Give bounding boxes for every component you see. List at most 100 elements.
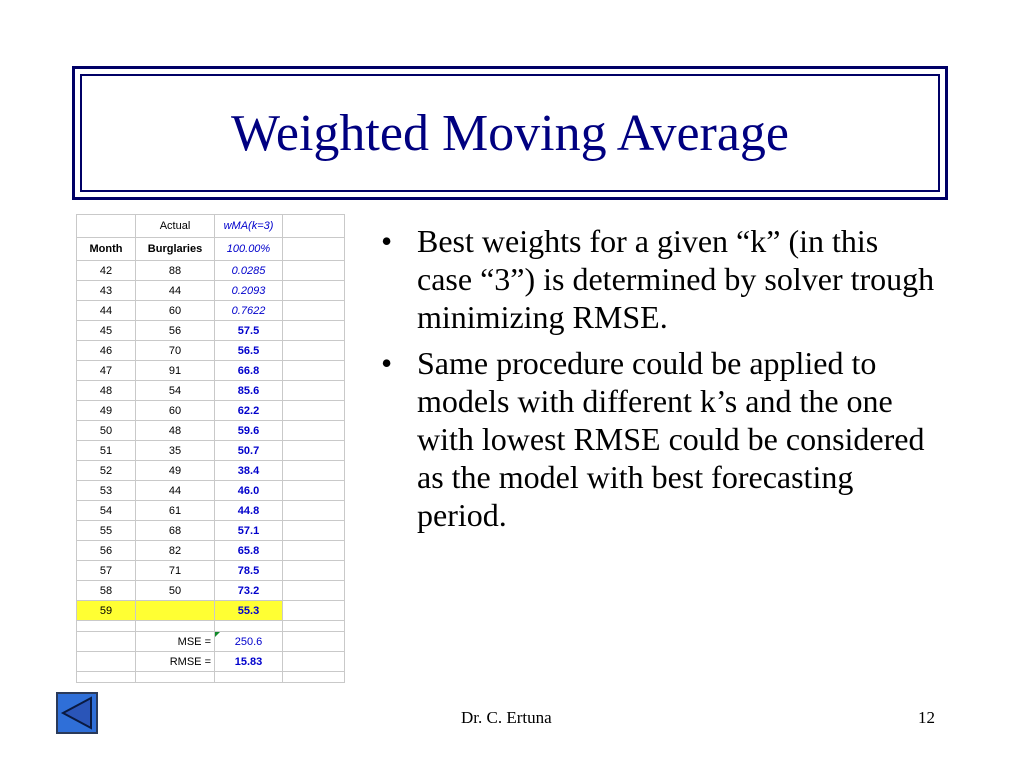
month-cell: 47: [76, 360, 136, 381]
table-row: 48 54 85.6: [76, 380, 345, 401]
empty-cell: [76, 671, 136, 683]
bullet-text: Same procedure could be applied to model…: [417, 345, 925, 533]
header-cell: [282, 237, 345, 261]
bullet-item: • Same procedure could be applied to mode…: [377, 344, 937, 534]
month-cell: 48: [76, 380, 136, 401]
burglaries-cell: 35: [135, 440, 215, 461]
empty-cell: [282, 500, 345, 521]
table-row: 47 91 66.8: [76, 360, 345, 381]
month-cell: 52: [76, 460, 136, 481]
bullet-item: • Best weights for a given “k” (in this c…: [377, 222, 937, 336]
empty-cell: [282, 380, 345, 401]
forecast-cell: 59.6: [214, 420, 283, 441]
forecast-cell: 62.2: [214, 400, 283, 421]
table-row: 46 70 56.5: [76, 340, 345, 361]
burglaries-cell: 70: [135, 340, 215, 361]
empty-cell: [135, 620, 215, 632]
empty-cell: [214, 671, 283, 683]
empty-cell: [282, 580, 345, 601]
empty-cell: [76, 620, 136, 632]
table-row: 59 55.3: [76, 600, 345, 621]
month-cell: 56: [76, 540, 136, 561]
header-cell-month: Month: [76, 237, 136, 261]
table-row: 57 71 78.5: [76, 560, 345, 581]
empty-cell: [282, 320, 345, 341]
slide-title: Weighted Moving Average: [230, 104, 790, 162]
month-cell: 57: [76, 560, 136, 581]
burglaries-cell: 60: [135, 300, 215, 321]
month-cell: 46: [76, 340, 136, 361]
rmse-label: RMSE =: [135, 651, 215, 672]
month-cell: 43: [76, 280, 136, 301]
empty-cell: [282, 400, 345, 421]
empty-cell: [135, 671, 215, 683]
header-cell: [282, 214, 345, 238]
forecast-cell: 56.5: [214, 340, 283, 361]
title-inner-frame: Weighted Moving Average: [80, 74, 940, 192]
rmse-value: 15.83: [214, 651, 283, 672]
table-row: 54 61 44.8: [76, 500, 345, 521]
table-row: 53 44 46.0: [76, 480, 345, 501]
empty-cell: [282, 600, 345, 621]
month-cell: 49: [76, 400, 136, 421]
burglaries-cell: 71: [135, 560, 215, 581]
burglaries-cell: 50: [135, 580, 215, 601]
empty-cell: [76, 651, 136, 672]
forecast-cell: 50.7: [214, 440, 283, 461]
empty-cell: [282, 340, 345, 361]
table-row: 42 88 0.0285: [76, 260, 345, 281]
table-row: 50 48 59.6: [76, 420, 345, 441]
forecast-cell: 66.8: [214, 360, 283, 381]
month-cell: 44: [76, 300, 136, 321]
table-row: 43 44 0.2093: [76, 280, 345, 301]
spreadsheet-table: Actual wMA(k=3) Month Burglaries 100.00%…: [76, 214, 345, 683]
month-cell: 58: [76, 580, 136, 601]
forecast-cell: 46.0: [214, 480, 283, 501]
month-cell: 42: [76, 260, 136, 281]
forecast-cell: 73.2: [214, 580, 283, 601]
forecast-cell: 65.8: [214, 540, 283, 561]
spacer-row: [76, 671, 345, 683]
back-nav-button[interactable]: [56, 692, 98, 734]
burglaries-cell: 54: [135, 380, 215, 401]
table-row: 45 56 57.5: [76, 320, 345, 341]
header-cell: [76, 214, 136, 238]
header-cell-burglaries: Burglaries: [135, 237, 215, 261]
table-row: 56 82 65.8: [76, 540, 345, 561]
empty-cell: [76, 631, 136, 652]
footer-page-number: 12: [918, 708, 935, 727]
forecast-cell: 57.1: [214, 520, 283, 541]
empty-cell: [282, 300, 345, 321]
empty-cell: [282, 440, 345, 461]
empty-cell: [282, 520, 345, 541]
burglaries-cell: 91: [135, 360, 215, 381]
burglaries-cell: 44: [135, 480, 215, 501]
title-frame: Weighted Moving Average: [72, 66, 948, 200]
burglaries-cell: 61: [135, 500, 215, 521]
mse-value: 250.6: [214, 631, 283, 652]
month-cell: 55: [76, 520, 136, 541]
table-row: 58 50 73.2: [76, 580, 345, 601]
forecast-cell: 38.4: [214, 460, 283, 481]
month-cell: 59: [76, 600, 136, 621]
month-cell: 50: [76, 420, 136, 441]
weight-cell: 0.2093: [214, 280, 283, 301]
month-cell: 53: [76, 480, 136, 501]
table-row: 52 49 38.4: [76, 460, 345, 481]
bullet-list: • Best weights for a given “k” (in this c…: [377, 222, 957, 542]
table-row: 51 35 50.7: [76, 440, 345, 461]
header-cell-weight-total: 100.00%: [214, 237, 283, 261]
header-cell-wma: wMA(k=3): [214, 214, 283, 238]
empty-cell: [282, 631, 345, 652]
empty-cell: [282, 480, 345, 501]
mse-label: MSE =: [135, 631, 215, 652]
empty-cell: [282, 671, 345, 683]
empty-cell: [282, 651, 345, 672]
spreadsheet-header-row: Actual wMA(k=3): [76, 214, 345, 238]
burglaries-cell: 82: [135, 540, 215, 561]
mse-row: MSE = 250.6: [76, 631, 345, 652]
bullet-text: Best weights for a given “k” (in this ca…: [417, 223, 935, 335]
back-arrow-icon: [60, 696, 92, 730]
table-row: 44 60 0.7622: [76, 300, 345, 321]
forecast-cell: 55.3: [214, 600, 283, 621]
